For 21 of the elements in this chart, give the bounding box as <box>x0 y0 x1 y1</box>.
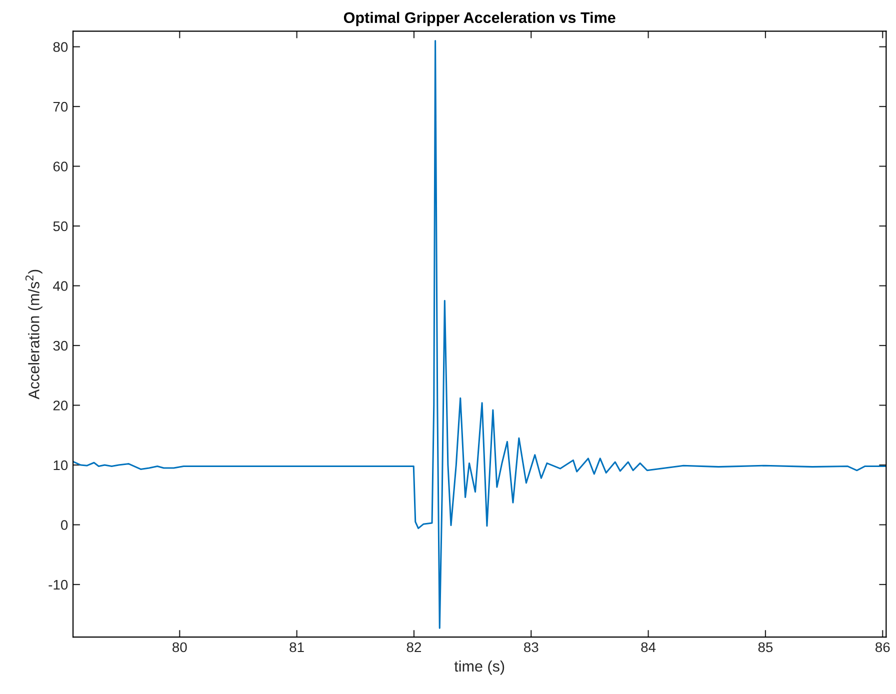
y-tick-label: 30 <box>53 340 68 351</box>
x-tick-label: 82 <box>406 642 421 652</box>
x-tick-label: 86 <box>876 642 890 652</box>
x-tick-label: 83 <box>524 642 538 652</box>
x-axis-title: time (s) <box>454 660 504 675</box>
x-tick-label: 81 <box>290 642 304 652</box>
y-tick-label: 70 <box>53 102 68 112</box>
line-series <box>73 40 886 629</box>
y-tick-label: 50 <box>53 221 68 232</box>
x-tick-label: 80 <box>172 642 187 652</box>
chart-title: Optimal Gripper Acceleration vs Time <box>344 12 616 26</box>
y-tick-label: 10 <box>54 460 68 470</box>
y-tick-label: 0 <box>60 520 68 530</box>
y-tick-label: 60 <box>53 162 68 172</box>
y-tick-label: 20 <box>53 400 68 410</box>
y-axis-title: Acceleration (m/s$^{2}$) <box>25 270 42 400</box>
y-tick-label: -10 <box>48 580 68 590</box>
y-tick-label: 40 <box>53 281 68 291</box>
x-tick-label: 84 <box>641 642 656 652</box>
y-tick-label: 80 <box>53 42 68 52</box>
x-tick-label: 85 <box>758 642 773 652</box>
